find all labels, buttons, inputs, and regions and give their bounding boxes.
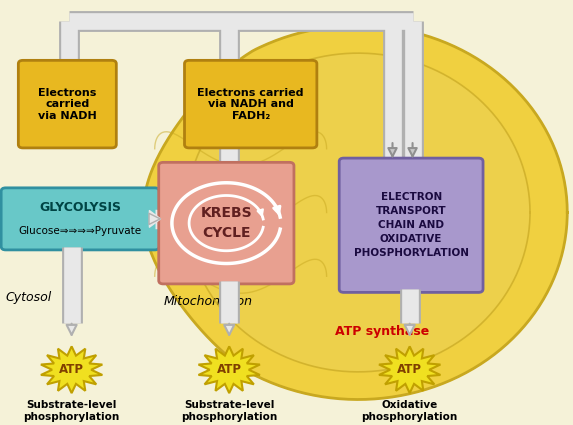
Text: GLYCOLYSIS: GLYCOLYSIS — [39, 201, 121, 214]
Text: ELECTRON
TRANSPORT
CHAIN AND
OXIDATIVE
PHOSPHORYLATION: ELECTRON TRANSPORT CHAIN AND OXIDATIVE P… — [354, 192, 469, 258]
Polygon shape — [143, 26, 567, 399]
Text: ATP synthase: ATP synthase — [335, 325, 429, 338]
Text: Oxidative
phosphorylation: Oxidative phosphorylation — [362, 400, 458, 422]
Polygon shape — [41, 346, 103, 393]
FancyBboxPatch shape — [18, 60, 116, 148]
Polygon shape — [186, 53, 530, 372]
FancyBboxPatch shape — [339, 158, 483, 292]
Text: KREBS
CYCLE: KREBS CYCLE — [201, 207, 252, 240]
Text: Electrons
carried
via NADH: Electrons carried via NADH — [38, 88, 97, 121]
Text: Cytosol: Cytosol — [6, 291, 52, 304]
Text: ATP: ATP — [217, 363, 242, 376]
Text: Electrons carried
via NADH and
FADH₂: Electrons carried via NADH and FADH₂ — [198, 88, 304, 121]
Text: Mitochondrion: Mitochondrion — [163, 295, 252, 308]
FancyBboxPatch shape — [159, 162, 294, 284]
Text: ATP: ATP — [397, 363, 422, 376]
Polygon shape — [379, 346, 441, 393]
Text: Glucose⇒⇒⇒⇒Pyruvate: Glucose⇒⇒⇒⇒Pyruvate — [19, 226, 142, 236]
Text: Substrate-level
phosphorylation: Substrate-level phosphorylation — [23, 400, 120, 422]
FancyBboxPatch shape — [1, 188, 159, 250]
FancyBboxPatch shape — [185, 60, 317, 148]
Polygon shape — [198, 346, 260, 393]
Text: ATP: ATP — [59, 363, 84, 376]
Text: Substrate-level
phosphorylation: Substrate-level phosphorylation — [181, 400, 277, 422]
